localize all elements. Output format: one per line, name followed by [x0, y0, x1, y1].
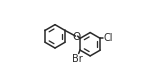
Text: Cl: Cl [104, 33, 113, 43]
Text: O: O [73, 32, 81, 42]
Text: Br: Br [72, 54, 83, 64]
